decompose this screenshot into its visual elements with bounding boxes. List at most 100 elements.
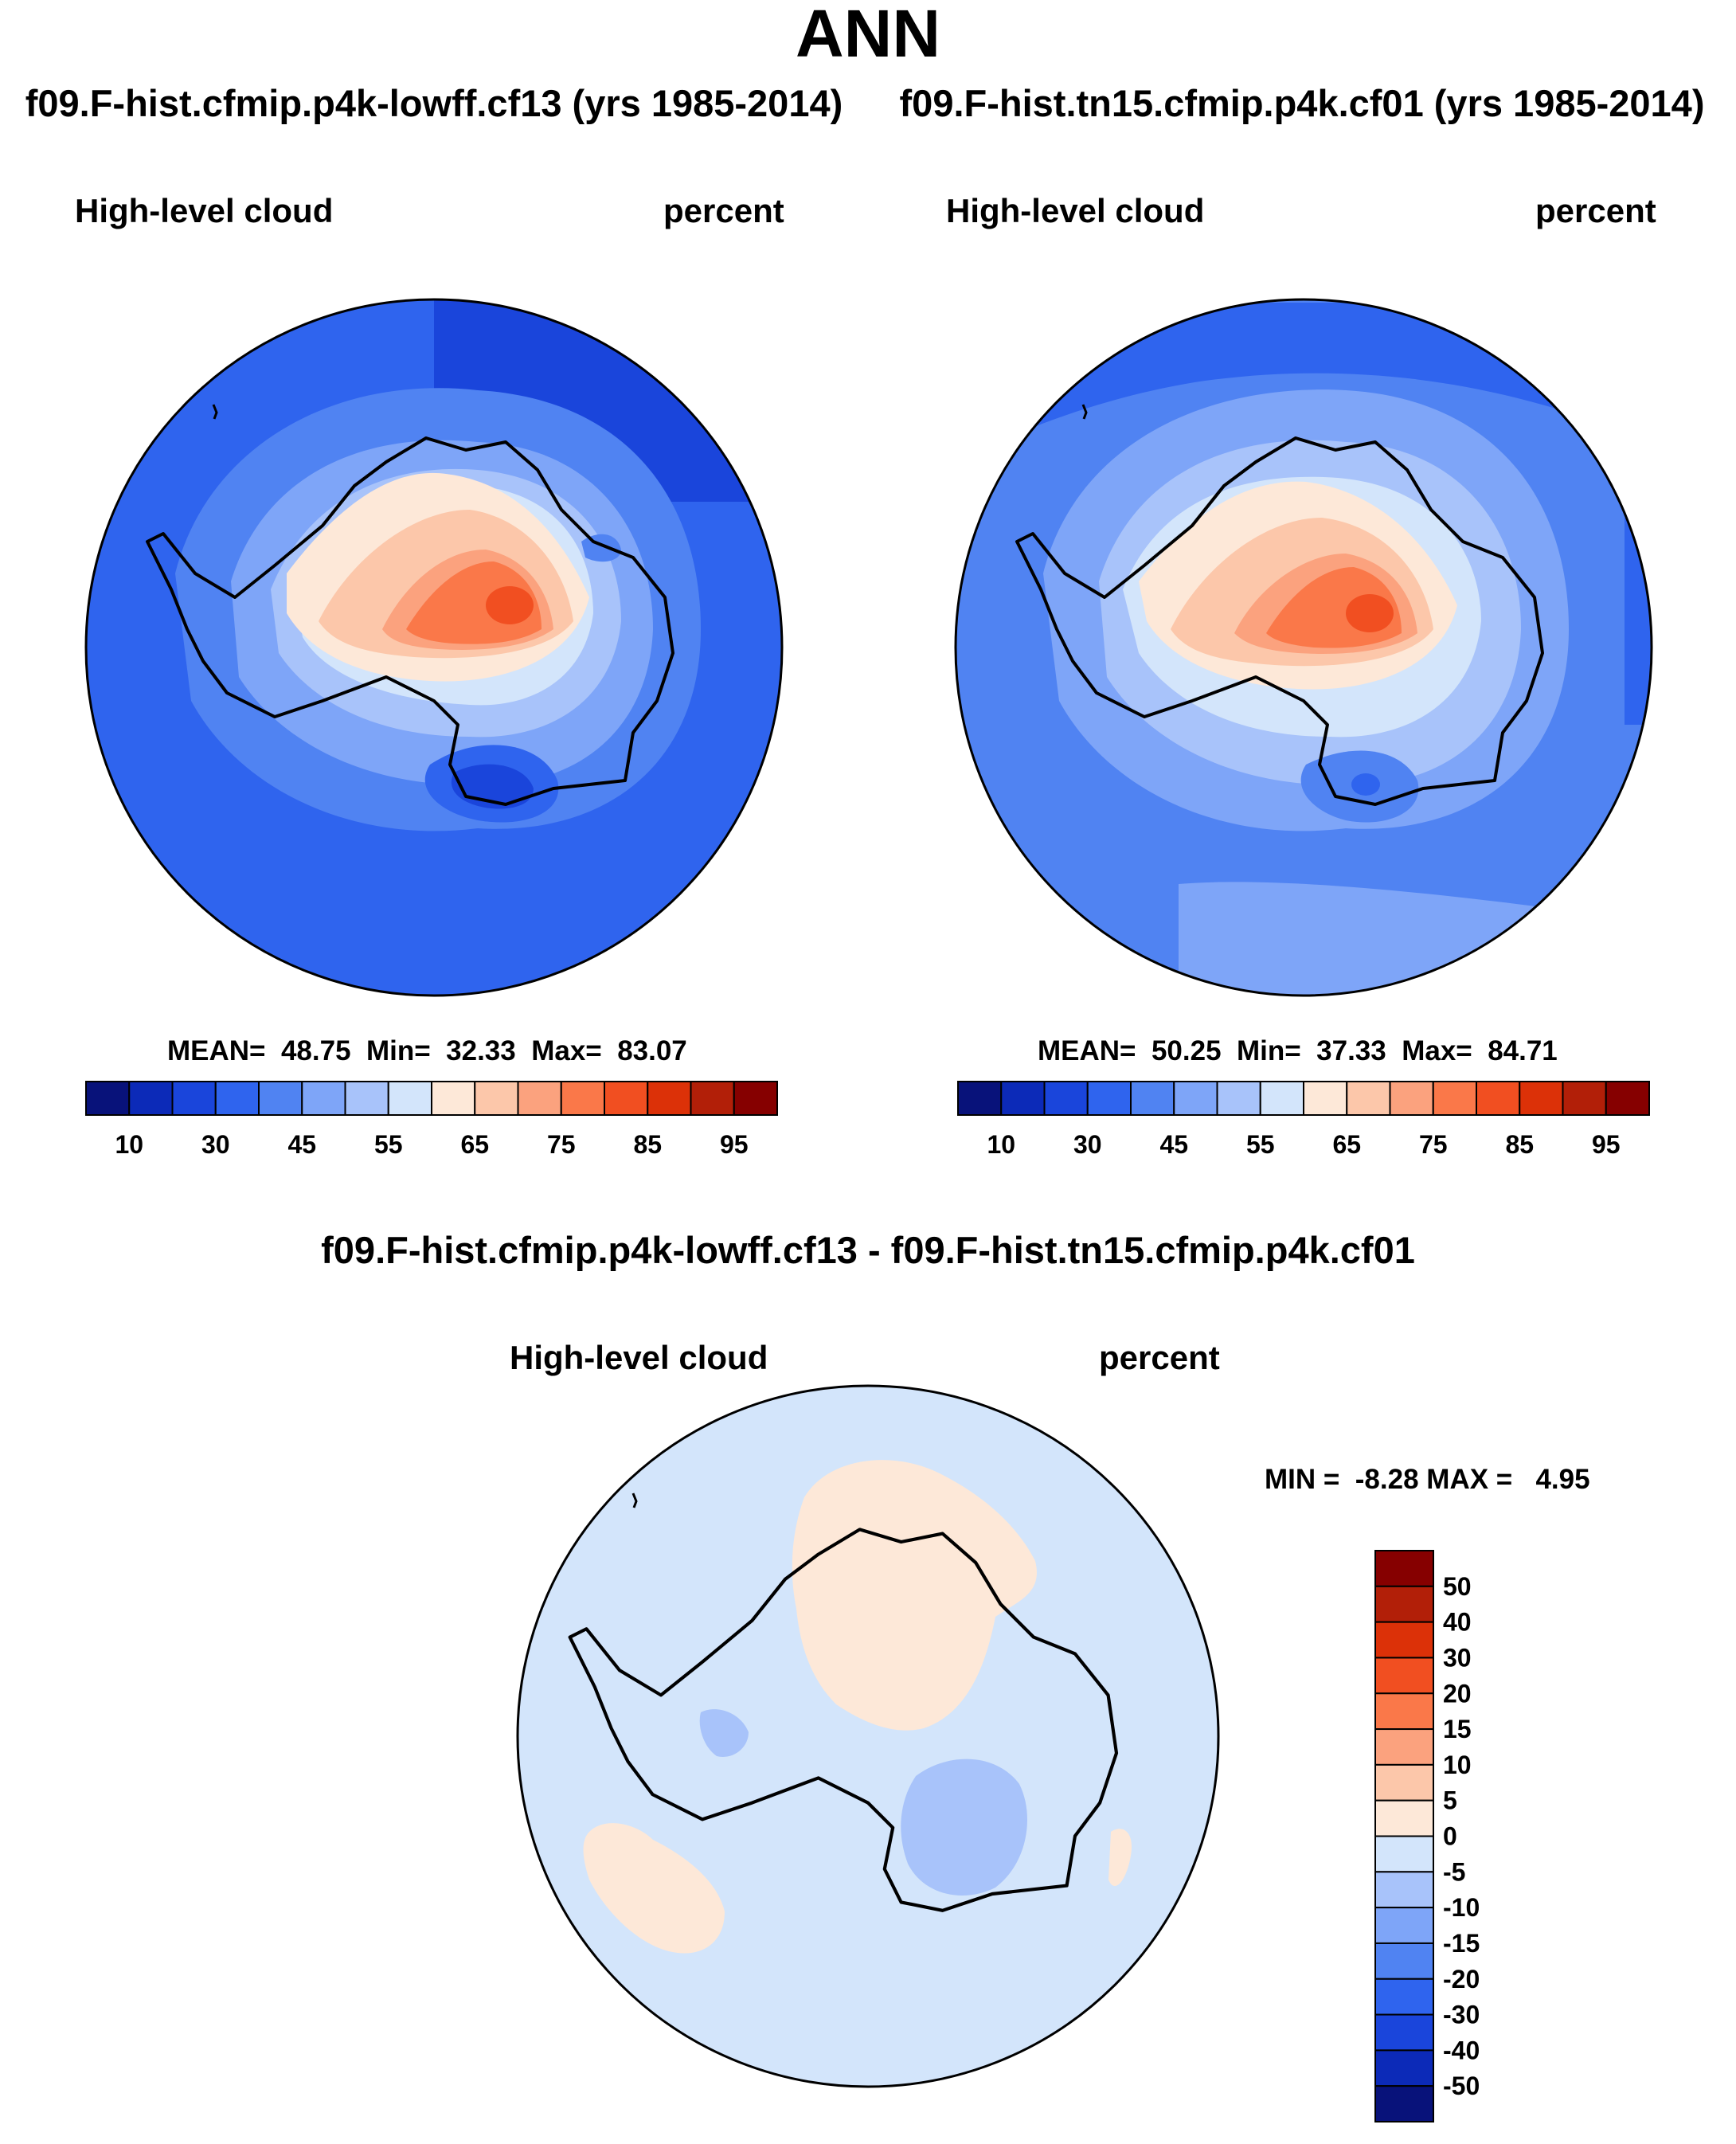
diff-min-label: MIN = [1265, 1464, 1340, 1495]
panel2-colorbar-tick-label: 75 [1419, 1130, 1448, 1159]
diff-colorbar-swatch [1374, 1585, 1434, 1623]
panel1-mean-label: MEAN= [167, 1035, 266, 1066]
panel2-colorbar-swatch [1173, 1081, 1218, 1116]
panel1-colorbar-swatch [387, 1081, 432, 1116]
panel2-colorbar-tick-label: 10 [987, 1130, 1015, 1159]
panel1-colorbar-tick-label: 95 [720, 1130, 749, 1159]
diff-colorbar-tick-label: -10 [1443, 1893, 1480, 1922]
diff-colorbar-tick-label: -15 [1443, 1929, 1480, 1958]
diff-colorbar-swatch [1374, 1835, 1434, 1873]
panel2-colorbar-swatch [1216, 1081, 1261, 1116]
diff-title: f09.F-hist.cfmip.p4k-lowff.cf13 - f09.F-… [321, 1229, 1415, 1271]
diff-colorbar-swatch [1374, 1550, 1434, 1587]
panel1-colorbar-swatch [690, 1081, 735, 1116]
panel2-max-value: 84.71 [1488, 1035, 1558, 1066]
diff-colorbar-tick-label: -40 [1443, 2036, 1480, 2064]
panel2-case-title: f09.F-hist.tn15.cfmip.p4k.cf01 (yrs 1985… [899, 82, 1705, 124]
panel1-colorbar-tick-label: 55 [374, 1130, 403, 1159]
panel2-colorbar-swatch [1432, 1081, 1477, 1116]
panel2-colorbar-tick-label: 55 [1246, 1130, 1275, 1159]
diff-map-border [516, 1384, 1220, 2088]
panel1-colorbar-swatch [733, 1081, 778, 1116]
panel1-min-value: 32.33 [446, 1035, 516, 1066]
panel2-colorbar-swatch [1562, 1081, 1607, 1116]
diff-colorbar-swatch [1374, 1763, 1434, 1802]
panel1-colorbar-swatch [85, 1081, 131, 1116]
panel2-colorbar-swatch [1389, 1081, 1434, 1116]
diff-colorbar-tick-label: 40 [1443, 1608, 1472, 1637]
panel2-colorbar-tick-label: 45 [1159, 1130, 1188, 1159]
panel2-mean-value: 50.25 [1151, 1035, 1222, 1066]
panel1-case-title: f09.F-hist.cfmip.p4k-lowff.cf13 (yrs 198… [25, 82, 843, 124]
diff-colorbar-tick-label: 15 [1443, 1715, 1472, 1743]
panel2-min-label: Min= [1237, 1035, 1301, 1066]
panel2-units-label: percent [1535, 192, 1656, 229]
panel2-colorbar: 10 30 45 55 65 75 85 95 [957, 1081, 1650, 1159]
diff-min-value: -8.28 [1355, 1464, 1419, 1495]
diff-max-value: 4.95 [1535, 1464, 1590, 1495]
diff-colorbar-tick-label: 5 [1443, 1786, 1457, 1815]
diff-max-label: MAX = [1426, 1464, 1513, 1495]
panel1-colorbar: 10 30 45 55 65 75 85 95 [85, 1081, 778, 1159]
panel2-colorbar-swatch [1346, 1081, 1391, 1116]
panel2-colorbar-swatch [1000, 1081, 1046, 1116]
panel1-colorbar-swatch [431, 1081, 476, 1116]
panel1-map-border [84, 298, 784, 997]
panel2-colorbar-swatch [957, 1081, 1003, 1116]
diff-stats: MIN = -8.28 MAX = 4.95 [1265, 1464, 1590, 1496]
panel1-colorbar-swatch [647, 1081, 692, 1116]
panel2-colorbar-swatch [1043, 1081, 1089, 1116]
panel2-colorbar-tick-label: 95 [1592, 1130, 1621, 1159]
panel2-colorbar-tick-label: 30 [1073, 1130, 1102, 1159]
diff-colorbar-swatch [1374, 1657, 1434, 1695]
panel1-max-value: 83.07 [617, 1035, 687, 1066]
diff-variable-label: High-level cloud [510, 1339, 768, 1376]
panel1-colorbar-swatch [214, 1081, 260, 1116]
panel1-colorbar-swatch [560, 1081, 605, 1116]
panel1-max-label: Max= [531, 1035, 602, 1066]
panel1-colorbar-swatch [474, 1081, 519, 1116]
diff-colorbar-tick-label: -5 [1443, 1857, 1465, 1886]
panel1-colorbar-tick-label: 10 [115, 1130, 143, 1159]
panel1-mean-value: 48.75 [280, 1035, 351, 1066]
panel1-colorbar-swatch [344, 1081, 389, 1116]
diff-colorbar-swatch [1374, 1621, 1434, 1659]
diff-units-label: percent [1099, 1339, 1220, 1376]
panel1-colorbar-tick-label: 75 [547, 1130, 576, 1159]
diff-colorbar-tick-label: -50 [1443, 2072, 1480, 2100]
panel1-variable-label: High-level cloud [75, 192, 334, 229]
diff-colorbar-swatch [1374, 1871, 1434, 1909]
diff-colorbar-swatch [1374, 2049, 1434, 2087]
diff-colorbar-swatch [1374, 1907, 1434, 1944]
diff-colorbar-tick-label: 50 [1443, 1572, 1472, 1601]
main-title: ANN [796, 0, 940, 71]
panel2-map-border [954, 298, 1653, 997]
diff-colorbar-swatch [1374, 2085, 1434, 2122]
panel2-colorbar-swatch [1605, 1081, 1650, 1116]
panel1-colorbar-tick-label: 85 [633, 1130, 662, 1159]
diff-colorbar-swatch [1374, 1799, 1434, 1837]
diff-colorbar-swatch [1374, 1692, 1434, 1731]
panel1-colorbar-swatch [517, 1081, 562, 1116]
diff-colorbar-swatch [1374, 1978, 1434, 2016]
panel2-stats: MEAN= 50.25 Min= 37.33 Max= 84.71 [1038, 1035, 1558, 1067]
panel1-colorbar-swatch [301, 1081, 346, 1116]
diff-colorbar-tick-label: 10 [1443, 1751, 1472, 1779]
panel2-colorbar-swatch [1303, 1081, 1348, 1116]
diff-colorbar-tick-label: 20 [1443, 1679, 1472, 1708]
panel2-max-label: Max= [1402, 1035, 1472, 1066]
panel2-variable-label: High-level cloud [946, 192, 1205, 229]
panel1-colorbar-tick-label: 65 [460, 1130, 489, 1159]
panel1-min-label: Min= [366, 1035, 431, 1066]
diff-colorbar-tick-label: -30 [1443, 2001, 1480, 2029]
panel1-colorbar-tick-label: 30 [201, 1130, 230, 1159]
panel2-colorbar-tick-label: 65 [1332, 1130, 1361, 1159]
panel2-colorbar-swatch [1259, 1081, 1304, 1116]
panel1-stats: MEAN= 48.75 Min= 32.33 Max= 83.07 [167, 1035, 687, 1067]
panel2-colorbar-tick-label: 85 [1505, 1130, 1534, 1159]
panel2-min-value: 37.33 [1316, 1035, 1386, 1066]
panel1-map [86, 299, 782, 996]
panel1-colorbar-swatch [604, 1081, 649, 1116]
